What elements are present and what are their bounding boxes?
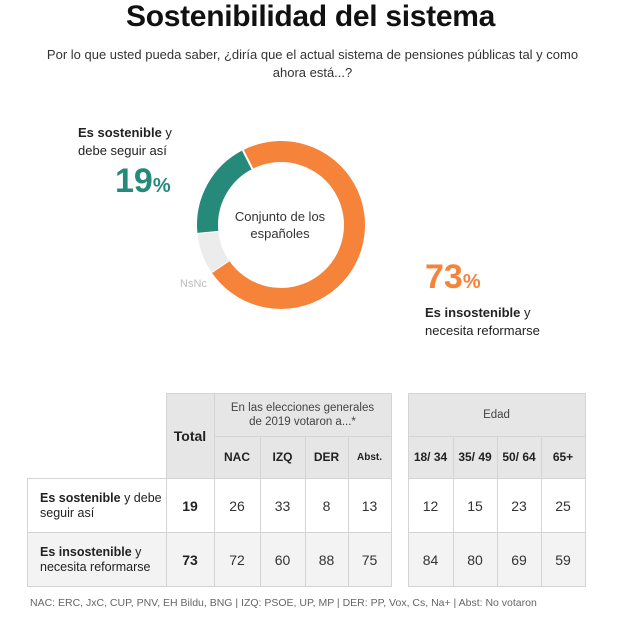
- table-cell: 26: [213, 478, 261, 533]
- column-gap: [391, 532, 408, 587]
- table-cell: 12: [407, 478, 454, 533]
- footnote: NAC: ERC, JxC, CUP, PNV, EH Bildu, BNG |…: [30, 597, 537, 609]
- column-header: IZQ: [259, 436, 306, 479]
- table-cell: 8: [304, 478, 349, 533]
- column-header: 18/ 34: [407, 436, 454, 479]
- table-row: Es sostenible y debe seguir así 19 26 33 8 13…: [27, 478, 586, 533]
- column-gap: [391, 478, 408, 533]
- label-insostenible-rest: y necesita reformarse: [425, 305, 540, 338]
- row-label: Es sostenible y debe seguir así: [27, 478, 167, 533]
- donut-slice-2: [197, 150, 253, 233]
- slice-separator: [241, 149, 254, 170]
- pct-sign: %: [462, 271, 481, 293]
- page-title: Sostenibilidad del sistema: [126, 0, 495, 33]
- value-sostenible: 19%: [115, 162, 171, 201]
- question-subtitle: Por lo que usted pueda saber, ¿diría que…: [46, 47, 579, 80]
- column-header: 50/ 64: [496, 436, 542, 479]
- table-cell: 72: [213, 532, 261, 587]
- column-gap: [391, 393, 408, 437]
- label-insostenible-bold: Es insostenible: [425, 305, 521, 320]
- column-header: Abst.: [347, 436, 392, 479]
- label-nsnc: NsNc: [180, 278, 207, 290]
- pct-sign: %: [152, 175, 171, 197]
- header-group-age: Edad: [407, 393, 586, 437]
- row-label: Es insostenible y necesita reformarse: [27, 532, 167, 587]
- table-cell: 23: [496, 478, 542, 533]
- cell-total: 19: [165, 478, 215, 533]
- results-table: Total En las elecciones generales de 201…: [27, 393, 586, 587]
- row-label-bold: Es insostenible: [40, 544, 132, 559]
- value-insostenible: 73%: [425, 258, 481, 297]
- donut-center-label: Conjunto de los españoles: [234, 209, 326, 241]
- table-cell: 80: [452, 532, 498, 587]
- value-insostenible-number: 73: [425, 258, 463, 296]
- donut-slice-1: [197, 230, 230, 273]
- row-label-rest: y debe seguir así: [40, 490, 162, 520]
- donut-chart: [197, 141, 365, 309]
- table-cell: 59: [540, 532, 586, 587]
- table-cell: 13: [347, 478, 392, 533]
- row-label-rest: y necesita reformarse: [40, 544, 151, 574]
- label-insostenible: Es insostenible y necesita reformarse: [425, 304, 565, 340]
- table-cell: 60: [259, 532, 306, 587]
- header-group-vote: En las elecciones generales de 2019 vota…: [213, 393, 392, 437]
- column-gap: [391, 436, 408, 479]
- value-sostenible-number: 19: [115, 162, 153, 200]
- label-sostenible-rest: y debe seguir así: [78, 125, 172, 158]
- table-cell: 69: [496, 532, 542, 587]
- label-sostenible-bold: Es sostenible: [78, 125, 162, 140]
- table-cell: 15: [452, 478, 498, 533]
- column-header: 65+: [540, 436, 586, 479]
- column-header: NAC: [213, 436, 261, 479]
- column-header: DER: [304, 436, 349, 479]
- empty-corner: [27, 436, 166, 479]
- table-cell: 84: [407, 532, 454, 587]
- header-total: Total: [165, 393, 215, 479]
- table-cell: 33: [259, 478, 306, 533]
- table-row: Es insostenible y necesita reformarse 73 7…: [27, 532, 586, 587]
- table-cell: 88: [304, 532, 349, 587]
- table-cell: 25: [540, 478, 586, 533]
- column-header: 35/ 49: [452, 436, 498, 479]
- donut-slice-0: [211, 141, 365, 309]
- row-label-bold: Es sostenible: [40, 490, 121, 505]
- label-sostenible: Es sostenible y debe seguir así: [78, 124, 188, 160]
- cell-total: 73: [165, 532, 215, 587]
- empty-corner: [27, 393, 166, 437]
- table-cell: 75: [347, 532, 392, 587]
